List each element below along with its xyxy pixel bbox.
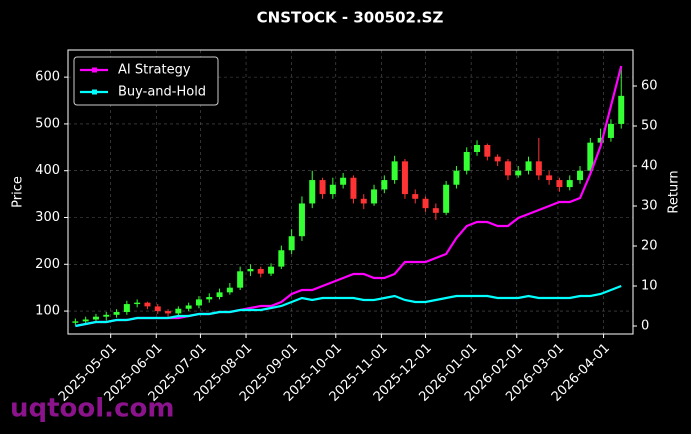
- candle-body: [453, 170, 460, 185]
- candle-body: [474, 144, 481, 152]
- legend-marker: [92, 67, 97, 73]
- candle-body: [268, 266, 275, 274]
- candle-body: [494, 156, 501, 162]
- candle-body: [134, 302, 141, 305]
- chart-title: CNSTOCK - 300502.SZ: [257, 9, 444, 27]
- y-tick-label: 500: [35, 116, 60, 131]
- candle-body: [144, 302, 151, 307]
- y-tick-label: 600: [35, 70, 60, 85]
- y2-tick-label: 40: [641, 159, 658, 174]
- candle-body: [350, 177, 357, 199]
- candle-body: [247, 268, 254, 272]
- candle-body: [566, 180, 573, 188]
- candle-body: [607, 123, 614, 138]
- legend: AI Strategy Buy-and-Hold: [73, 56, 219, 106]
- legend-label: Buy-and-Hold: [118, 85, 206, 100]
- candle-body: [278, 250, 285, 267]
- candle-body: [587, 142, 594, 171]
- candle-body: [556, 180, 563, 188]
- candle-body: [484, 144, 491, 157]
- candle-body: [103, 314, 110, 317]
- candle-body: [195, 299, 202, 306]
- candle-body: [309, 180, 316, 204]
- candle-body: [175, 308, 182, 314]
- candle-body: [391, 161, 398, 181]
- y2-tick-label: 50: [641, 119, 658, 134]
- candle-body: [165, 311, 172, 314]
- candle-body: [319, 180, 326, 195]
- series-line: [75, 284, 622, 328]
- candle-body: [515, 170, 522, 176]
- candle-body: [340, 177, 347, 185]
- legend-box: [73, 56, 219, 106]
- candle-body: [185, 305, 192, 309]
- candle-body: [504, 161, 511, 176]
- candle-body: [206, 297, 213, 300]
- candle-body: [546, 175, 553, 181]
- y-tick-label: 400: [35, 163, 60, 178]
- candle-body: [535, 161, 542, 176]
- candle-body: [329, 184, 336, 195]
- candle-body: [82, 319, 89, 322]
- candle-body: [257, 268, 264, 274]
- watermark: uqtool.com: [10, 394, 174, 424]
- candle-body: [463, 151, 470, 171]
- candle-body: [72, 321, 79, 323]
- y2-axis-label: Return: [667, 170, 682, 213]
- candle-body: [288, 236, 295, 251]
- candle-body: [597, 137, 604, 143]
- candle-body: [525, 161, 532, 171]
- plot-frame: [67, 49, 634, 335]
- legend-label: AI Strategy: [118, 63, 191, 78]
- candle-body: [298, 203, 305, 237]
- candle-body: [401, 161, 408, 195]
- candle-body: [123, 304, 130, 313]
- candle-body: [422, 198, 429, 209]
- candle-body: [154, 306, 161, 312]
- candle-body: [92, 316, 99, 320]
- candle-body: [432, 208, 439, 213]
- candle-body: [443, 184, 450, 213]
- candle-body: [412, 194, 419, 199]
- y2-tick-label: 30: [641, 199, 658, 214]
- candle-body: [226, 287, 233, 293]
- y-tick-label: 200: [35, 257, 60, 272]
- y2-tick-label: 60: [641, 79, 658, 94]
- legend-marker: [92, 89, 97, 95]
- candle-body: [237, 271, 244, 288]
- y-tick-label: 100: [35, 304, 60, 319]
- candle-body: [113, 312, 120, 315]
- candle-body: [360, 198, 367, 204]
- candle-body: [577, 170, 584, 181]
- candle-body: [618, 95, 625, 124]
- y-axis-label: Price: [11, 176, 26, 208]
- y-tick-label: 300: [35, 210, 60, 225]
- candle-body: [216, 292, 223, 298]
- candle-body: [371, 189, 378, 204]
- candle-body: [381, 180, 388, 190]
- y2-tick-label: 20: [641, 239, 658, 254]
- y2-tick-label: 10: [641, 279, 658, 294]
- y2-tick-label: 0: [641, 319, 649, 334]
